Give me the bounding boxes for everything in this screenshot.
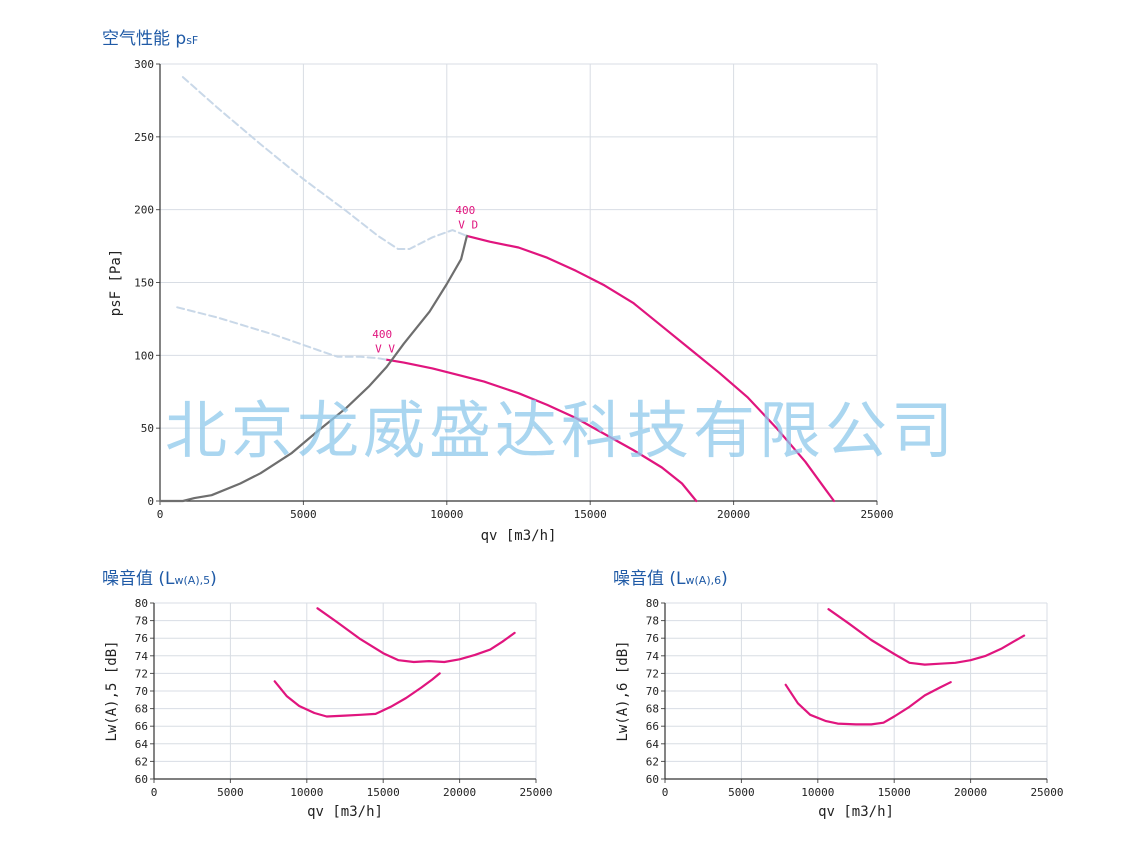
pressure-xtick-label: 10000 — [430, 508, 463, 521]
noise5-title-sub: w(A),5 — [174, 574, 211, 587]
noise5-ytick-label: 68 — [135, 703, 148, 716]
noise5-ytick-label: 78 — [135, 615, 148, 628]
pressure-ytick-label: 50 — [141, 422, 154, 435]
noise6-ytick-label: 78 — [646, 615, 659, 628]
company-watermark: 北京龙威盛达科技有限公司 — [165, 394, 958, 467]
pressure-ytick-label: 300 — [134, 58, 154, 71]
noise5-ytick-label: 70 — [135, 685, 148, 698]
pressure-series-system-2 — [158, 234, 468, 503]
noise5-xtick-label: 15000 — [367, 786, 400, 799]
noise6-ytick-label: 74 — [646, 650, 660, 663]
noise5-series-curve-0 — [316, 607, 516, 664]
noise6-title-end: ) — [721, 569, 728, 589]
noise6-title-text: 噪音值 (L — [613, 569, 686, 589]
pressure-series-dashed-3 — [181, 76, 468, 250]
pressure-curve-annotation: 400 — [455, 204, 475, 217]
noise6-ytick-label: 80 — [646, 597, 659, 610]
pressure-curve-annotation: 400 — [372, 328, 392, 341]
pressure-series-dashed-4 — [176, 306, 388, 361]
noise5-ytick-label: 74 — [135, 650, 149, 663]
noise5-ytick-label: 66 — [135, 720, 148, 733]
pressure-xtick-label: 15000 — [574, 508, 607, 521]
noise5-ytick-label: 60 — [135, 773, 148, 786]
noise5-ytick-label: 62 — [135, 755, 148, 768]
pressure-series-curve-1 — [385, 358, 698, 503]
noise6-series-curve-1 — [784, 681, 952, 726]
noise6-ytick-label: 66 — [646, 720, 659, 733]
noise5-ytick-label: 80 — [135, 597, 148, 610]
noise6-ytick-label: 70 — [646, 685, 659, 698]
noise5-title-end: ) — [210, 569, 217, 589]
noise6-xtick-label: 10000 — [801, 786, 834, 799]
noise6-x-axis-label: qv [m3/h] — [818, 804, 894, 820]
noise5-chart-title: 噪音值 (Lw(A),5) — [102, 564, 217, 589]
pressure-x-axis-label: qv [m3/h] — [481, 528, 557, 544]
pressure-ytick-label: 150 — [134, 277, 154, 290]
noise5-x-axis-label: qv [m3/h] — [307, 804, 383, 820]
noise5-xtick-label: 5000 — [217, 786, 244, 799]
noise5-title-text: 噪音值 (L — [102, 569, 175, 589]
pressure-curve-annotation: V D — [458, 219, 478, 232]
noise6-xtick-label: 15000 — [878, 786, 911, 799]
pressure-ytick-label: 0 — [147, 495, 154, 508]
noise6-y-axis-label: Lw(A),6 [dB] — [615, 640, 631, 741]
noise6-ytick-label: 68 — [646, 703, 659, 716]
pressure-xtick-label: 0 — [157, 508, 164, 521]
noise5-y-axis-label: Lw(A),5 [dB] — [104, 640, 120, 741]
pressure-ytick-label: 250 — [134, 131, 154, 144]
noise6-chart-title: 噪音值 (Lw(A),6) — [613, 564, 728, 589]
noise5-xtick-label: 25000 — [519, 786, 552, 799]
pressure-xtick-label: 5000 — [290, 508, 317, 521]
pressure-series-curve-0 — [465, 234, 836, 503]
noise6-ytick-label: 76 — [646, 632, 659, 645]
noise6-xtick-label: 0 — [662, 786, 669, 799]
noise5-ytick-label: 76 — [135, 632, 148, 645]
noise5-ytick-label: 72 — [135, 667, 148, 680]
pressure-title-sub: sF — [186, 34, 199, 47]
noise5-series-curve-1 — [273, 672, 441, 718]
pressure-xtick-label: 25000 — [860, 508, 893, 521]
noise6-ytick-label: 64 — [646, 738, 660, 751]
pressure-ytick-label: 200 — [134, 204, 154, 217]
noise6-xtick-label: 25000 — [1030, 786, 1063, 799]
noise5-ytick-label: 64 — [135, 738, 149, 751]
noise6-ytick-label: 72 — [646, 667, 659, 680]
pressure-y-axis-label: psF [Pa] — [108, 249, 124, 316]
noise5-xtick-label: 0 — [151, 786, 158, 799]
noise6-series-curve-0 — [827, 608, 1026, 666]
noise6-title-sub: w(A),6 — [685, 574, 722, 587]
noise6-ytick-label: 62 — [646, 755, 659, 768]
noise6-ytick-label: 60 — [646, 773, 659, 786]
pressure-title-text: 空气性能 p — [102, 29, 187, 49]
pressure-chart-title: 空气性能 psF — [102, 24, 198, 49]
noise5-xtick-label: 10000 — [290, 786, 323, 799]
pressure-ytick-label: 100 — [134, 349, 154, 362]
noise6-xtick-label: 5000 — [728, 786, 755, 799]
pressure-curve-annotation: V V — [375, 342, 395, 355]
pressure-xtick-label: 20000 — [717, 508, 750, 521]
noise5-xtick-label: 20000 — [443, 786, 476, 799]
noise6-xtick-label: 20000 — [954, 786, 987, 799]
